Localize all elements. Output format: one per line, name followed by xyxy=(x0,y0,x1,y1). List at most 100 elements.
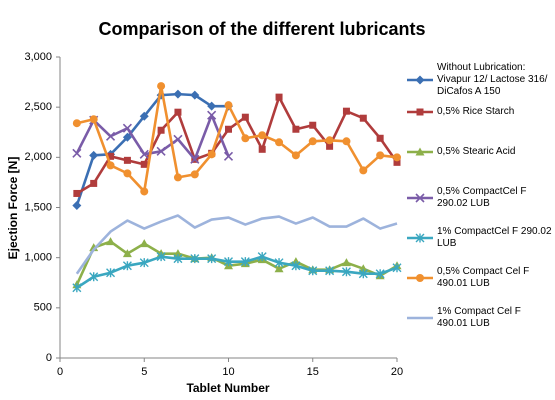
legend-entry: 1% Compact Cel F 490.01 LUB xyxy=(407,306,553,330)
marker xyxy=(173,134,183,144)
legend-entry: 0,5% Rice Starch xyxy=(407,106,553,118)
marker xyxy=(190,254,200,264)
marker xyxy=(308,137,317,146)
marker xyxy=(292,125,300,133)
marker xyxy=(173,89,183,99)
marker xyxy=(291,261,301,271)
marker xyxy=(89,115,98,124)
marker xyxy=(258,131,267,140)
marker xyxy=(225,125,232,133)
marker xyxy=(156,252,166,262)
marker xyxy=(358,264,368,273)
marker xyxy=(107,152,115,160)
marker xyxy=(275,93,283,101)
marker xyxy=(342,137,351,146)
marker xyxy=(139,258,149,268)
marker xyxy=(89,150,99,160)
legend-label: 0,5% Compact Cel F 490.01 LUB xyxy=(437,266,530,289)
marker xyxy=(139,111,149,121)
marker xyxy=(241,134,250,143)
marker xyxy=(140,160,148,168)
y-tick-label: 3,000 xyxy=(24,51,52,63)
marker xyxy=(190,170,199,179)
marker xyxy=(173,173,182,182)
legend-swatch xyxy=(407,108,433,116)
legend-label: 1% Compact Cel F 490.01 LUB xyxy=(437,306,521,329)
marker xyxy=(122,132,132,142)
legend-entry: 1% CompactCel F 290.02 LUB xyxy=(407,226,553,250)
marker xyxy=(375,269,385,279)
marker xyxy=(207,254,217,264)
series-line xyxy=(76,255,398,289)
legend-label: 0,5% Stearic Acid xyxy=(437,146,516,157)
chart-title: Comparison of the different lubricants xyxy=(98,19,425,39)
x-tick-label: 15 xyxy=(307,366,319,378)
marker xyxy=(157,126,165,134)
marker xyxy=(156,146,166,156)
series xyxy=(72,82,401,196)
legend-swatch xyxy=(407,274,433,282)
marker xyxy=(376,134,384,142)
marker xyxy=(140,187,149,196)
marker xyxy=(341,258,351,267)
legend-entry: 0,5% Stearic Acid xyxy=(407,146,553,158)
marker xyxy=(224,257,233,267)
marker xyxy=(106,268,116,278)
marker xyxy=(359,166,368,175)
y-tick-label: 0 xyxy=(46,352,52,364)
legend-label: 0,5% CompactCel F 290.02 LUB xyxy=(437,186,527,209)
x-tick-label: 20 xyxy=(391,366,403,378)
marker xyxy=(122,123,132,133)
series xyxy=(72,252,402,293)
marker xyxy=(415,75,425,85)
marker xyxy=(90,179,98,187)
marker xyxy=(207,110,217,120)
marker xyxy=(341,267,351,277)
marker xyxy=(359,114,367,122)
legend-entry: 0,5% CompactCel F 290.02 LUB xyxy=(407,186,553,210)
marker xyxy=(325,266,335,276)
marker xyxy=(275,138,284,147)
marker xyxy=(89,272,99,282)
marker xyxy=(139,149,149,159)
marker xyxy=(105,131,116,141)
marker xyxy=(190,90,200,100)
legend-swatch xyxy=(407,147,433,156)
marker xyxy=(291,151,300,160)
legend-swatch xyxy=(407,233,433,243)
marker xyxy=(308,266,318,276)
marker xyxy=(72,200,82,210)
marker xyxy=(241,113,249,121)
y-tick-label: 500 xyxy=(34,302,52,314)
marker xyxy=(72,283,82,293)
legend-swatch xyxy=(407,75,433,85)
marker xyxy=(358,269,368,279)
series-line xyxy=(75,92,229,206)
marker xyxy=(415,233,425,243)
legend-entry: Without Lubrication: Vivapur 12/ Lactose… xyxy=(407,62,553,98)
marker xyxy=(392,263,402,273)
marker xyxy=(174,108,182,116)
marker xyxy=(416,274,424,282)
marker xyxy=(173,254,183,264)
marker xyxy=(73,189,81,197)
marker xyxy=(157,82,166,91)
marker xyxy=(309,121,317,129)
x-tick-label: 5 xyxy=(141,366,147,378)
y-tick-label: 2,500 xyxy=(24,101,52,113)
marker xyxy=(325,136,334,145)
x-axis-title: Tablet Number xyxy=(186,381,269,395)
series-line xyxy=(75,214,398,275)
legend-swatch xyxy=(407,316,433,320)
y-tick-label: 1,500 xyxy=(24,201,52,213)
y-axis-title: Ejection Force [N] xyxy=(6,157,20,260)
marker xyxy=(415,193,425,203)
marker xyxy=(415,147,425,156)
legend-label: 0,5% Rice Starch xyxy=(437,106,515,117)
marker xyxy=(173,249,183,258)
marker xyxy=(258,145,266,153)
marker xyxy=(122,249,132,258)
marker xyxy=(106,237,116,246)
